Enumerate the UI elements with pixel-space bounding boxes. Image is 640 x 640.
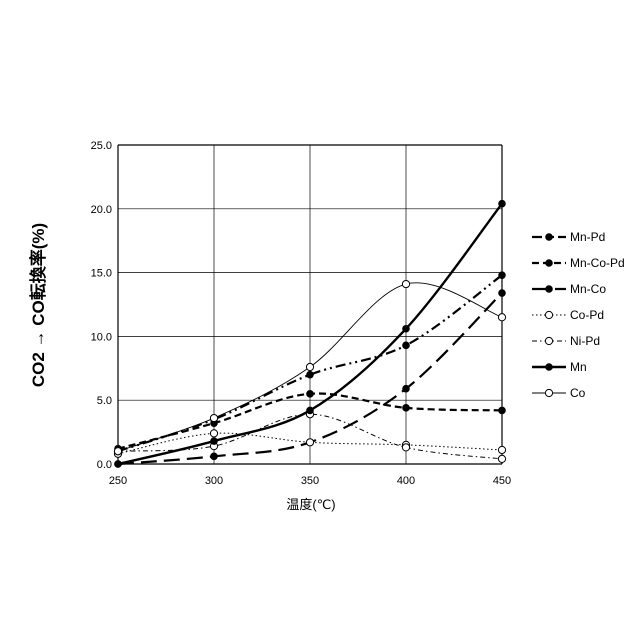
legend-label: Mn bbox=[570, 360, 587, 374]
legend-label: Mn-Co-Pd bbox=[570, 256, 625, 270]
legend-marker bbox=[546, 364, 553, 371]
data-point bbox=[307, 371, 314, 378]
y-tick-labels: 0.0 5.0 10.0 15.0 20.0 25.0 bbox=[91, 140, 112, 471]
legend-item: Mn-Co-Pd bbox=[532, 256, 625, 270]
legend-item: Ni-Pd bbox=[532, 334, 600, 348]
y-tick-label: 0.0 bbox=[97, 459, 112, 471]
legend-label: Mn-Co bbox=[570, 282, 606, 296]
data-point bbox=[499, 200, 506, 207]
data-point bbox=[210, 414, 217, 421]
data-point bbox=[499, 407, 506, 414]
y-tick-label: 25.0 bbox=[91, 140, 112, 152]
data-point bbox=[306, 439, 313, 446]
data-point bbox=[307, 391, 314, 398]
data-point bbox=[211, 453, 218, 460]
legend-label: Mn-Pd bbox=[570, 230, 605, 244]
data-point bbox=[211, 438, 218, 445]
legend-marker bbox=[546, 234, 553, 241]
legend: Mn-Pd Mn-Co-Pd Mn-Co Co-Pd Ni-Pd Mn Co bbox=[532, 230, 625, 400]
legend-item: Mn-Co bbox=[532, 282, 606, 296]
x-tick-label: 250 bbox=[109, 475, 127, 487]
x-tick-labels: 250 300 350 400 450 bbox=[109, 475, 511, 487]
legend-marker bbox=[546, 286, 553, 293]
y-tick-label: 20.0 bbox=[91, 204, 112, 216]
y-axis-label: CO2 → CO転換率(%) bbox=[28, 223, 48, 387]
legend-marker bbox=[546, 260, 553, 267]
data-point bbox=[307, 407, 314, 414]
x-tick-label: 300 bbox=[205, 475, 223, 487]
y-tick-label: 5.0 bbox=[97, 395, 112, 407]
data-point bbox=[115, 461, 122, 468]
data-point bbox=[114, 448, 121, 455]
legend-label: Ni-Pd bbox=[570, 334, 600, 348]
legend-item: Mn bbox=[532, 360, 587, 374]
data-point bbox=[306, 363, 313, 370]
data-point bbox=[498, 314, 505, 321]
legend-marker bbox=[545, 311, 552, 318]
legend-item: Co bbox=[532, 386, 586, 400]
legend-label: Co bbox=[570, 386, 586, 400]
x-tick-label: 450 bbox=[493, 475, 511, 487]
legend-marker bbox=[545, 389, 552, 396]
data-point bbox=[403, 325, 410, 332]
data-point bbox=[498, 446, 505, 453]
x-axis-label: 温度(℃) bbox=[286, 497, 335, 512]
data-point bbox=[403, 405, 410, 412]
data-point bbox=[210, 430, 217, 437]
y-tick-label: 15.0 bbox=[91, 268, 112, 280]
data-point bbox=[498, 455, 505, 462]
x-tick-label: 400 bbox=[397, 475, 415, 487]
legend-marker bbox=[545, 337, 552, 344]
x-tick-label: 350 bbox=[301, 475, 319, 487]
data-point bbox=[499, 272, 506, 279]
y-tick-label: 10.0 bbox=[91, 331, 112, 343]
data-point bbox=[403, 385, 410, 392]
data-point bbox=[402, 280, 409, 287]
legend-item: Co-Pd bbox=[532, 308, 604, 322]
data-point bbox=[499, 290, 506, 297]
legend-item: Mn-Pd bbox=[532, 230, 605, 244]
data-point bbox=[402, 444, 409, 451]
data-point bbox=[403, 342, 410, 349]
legend-label: Co-Pd bbox=[570, 308, 604, 322]
